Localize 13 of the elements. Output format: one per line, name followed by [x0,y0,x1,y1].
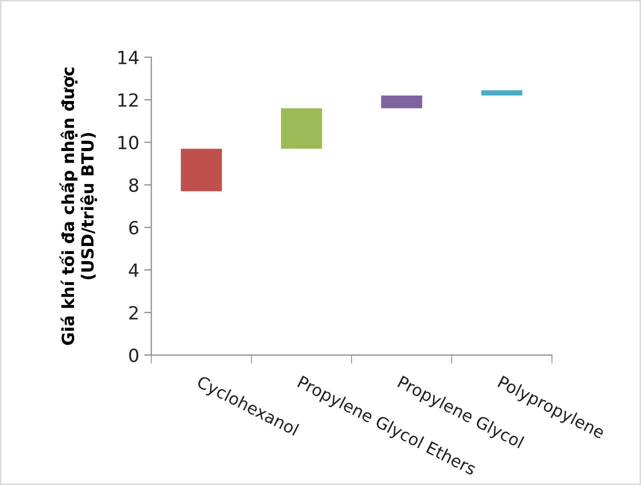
y-tick-label: 8 [129,178,138,192]
y-tick-label: 12 [118,93,138,107]
y-tick-label: 10 [118,136,138,150]
y-axis-title: Giá khí tối đa chấp nhận được (USD/triệu BTU) [59,68,98,345]
y-tick-label: 2 [129,306,138,320]
bar [280,108,322,149]
bar [381,96,422,108]
y-tick-label: 6 [129,220,138,235]
bar [481,90,522,96]
bar [180,148,222,192]
y-tick-label: 4 [128,264,138,277]
y-tick-label: 0 [129,348,138,362]
y-tick-label: 14 [118,50,138,64]
